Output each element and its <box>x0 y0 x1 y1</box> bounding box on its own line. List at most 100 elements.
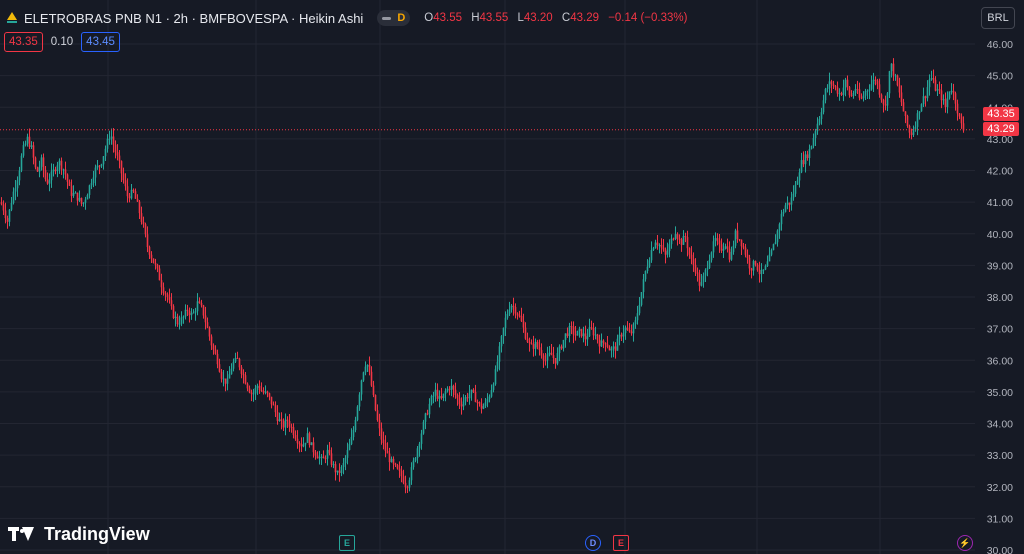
candle-body <box>476 402 479 404</box>
candle-body <box>20 155 23 171</box>
candle-body <box>934 79 937 91</box>
candle-body <box>940 90 943 101</box>
ohlc-open-value: 43.55 <box>433 12 462 24</box>
earnings-marker-1[interactable]: E <box>339 535 355 551</box>
ohlc-high-value: 43.55 <box>479 12 509 24</box>
flash-marker[interactable]: ⚡ <box>957 535 973 551</box>
candle-body <box>552 355 555 359</box>
candle-body <box>72 192 75 196</box>
candle-body <box>362 372 365 381</box>
currency-button[interactable]: BRL <box>981 7 1015 29</box>
candle-body <box>108 138 111 140</box>
candle-body <box>466 397 469 399</box>
candle-body <box>844 79 847 88</box>
candle-body <box>804 154 807 165</box>
candle-body <box>446 388 449 392</box>
candle-body <box>698 273 701 286</box>
symbol-title[interactable]: ELETROBRAS PNB N1 · 2h · BMFBOVESPA · He… <box>24 10 364 26</box>
candle-body <box>954 93 957 104</box>
candle-body <box>936 89 939 91</box>
candle-body <box>6 218 9 222</box>
candle-body <box>182 316 185 318</box>
candle-body <box>544 360 547 362</box>
candle-body <box>952 90 955 94</box>
candle-body <box>304 442 307 445</box>
candle-body <box>774 242 777 245</box>
candle-body <box>68 181 71 186</box>
candle-body <box>172 306 175 318</box>
candle-body <box>868 89 871 91</box>
candle-body <box>740 239 743 247</box>
candle-body <box>288 421 291 427</box>
candle-body <box>330 453 333 465</box>
candle-body <box>710 252 713 261</box>
candle-body <box>788 202 791 205</box>
earnings-marker-2[interactable]: E <box>613 535 629 551</box>
candle-body <box>492 384 495 391</box>
candle-body <box>2 204 5 211</box>
candle-body <box>712 241 715 253</box>
candle-body <box>348 444 351 450</box>
candle-body <box>646 266 649 271</box>
candle-body <box>312 442 315 453</box>
candle-body <box>410 467 413 481</box>
price-change: −0.14 (−0.33%) <box>608 12 688 24</box>
candle-body <box>562 339 565 349</box>
candle-body <box>496 361 499 370</box>
candle-body <box>176 316 179 325</box>
candle-body <box>856 89 859 91</box>
buy-price-button[interactable]: 43.45 <box>81 32 120 52</box>
candle-body <box>900 92 903 103</box>
candle-body <box>630 331 633 334</box>
candle-body <box>682 236 685 245</box>
candle-body <box>524 327 527 339</box>
candle-body <box>860 97 863 99</box>
candle-body <box>374 394 377 411</box>
candle-body <box>918 111 921 114</box>
candle-body <box>820 112 823 119</box>
candle-body <box>474 391 477 403</box>
candle-body <box>170 300 173 307</box>
candle-body <box>390 458 393 463</box>
market-status-toggle[interactable]: D <box>377 10 411 26</box>
candle-body <box>792 193 795 198</box>
candle-body <box>286 419 289 422</box>
candle-body <box>416 448 419 459</box>
candle-body <box>310 442 313 446</box>
dividend-marker[interactable]: D <box>585 535 601 551</box>
candle-body <box>586 336 589 340</box>
candle-body <box>758 270 761 275</box>
candle-body <box>204 315 207 323</box>
candle-body <box>898 85 901 93</box>
candle-body <box>112 136 115 145</box>
candle-body <box>794 184 797 194</box>
y-tick-label: 41.00 <box>987 197 1013 209</box>
candle-body <box>248 388 251 393</box>
candle-body <box>316 455 319 459</box>
toggle-indicator-icon <box>382 16 392 20</box>
candle-body <box>96 165 99 168</box>
candle-body <box>574 334 577 336</box>
candle-body <box>692 258 695 265</box>
candle-body <box>888 71 891 94</box>
candle-body <box>558 346 561 354</box>
candle-body <box>806 154 809 158</box>
candle-body <box>748 257 751 269</box>
candle-body <box>730 251 733 260</box>
ohlc-close-value: 43.29 <box>570 12 599 24</box>
candle-body <box>298 443 301 445</box>
candle-body <box>174 316 177 318</box>
candle-body <box>24 143 27 146</box>
y-tick-label: 39.00 <box>987 260 1013 272</box>
candle-body <box>148 247 151 255</box>
candle-body <box>946 98 949 107</box>
sell-price-button[interactable]: 43.35 <box>4 32 43 52</box>
tradingview-logo[interactable]: TradingView <box>8 524 150 545</box>
candle-body <box>500 336 503 347</box>
candle-body <box>452 385 455 390</box>
candle-body <box>660 245 663 248</box>
candle-body <box>916 113 919 127</box>
candle-body <box>732 245 735 252</box>
